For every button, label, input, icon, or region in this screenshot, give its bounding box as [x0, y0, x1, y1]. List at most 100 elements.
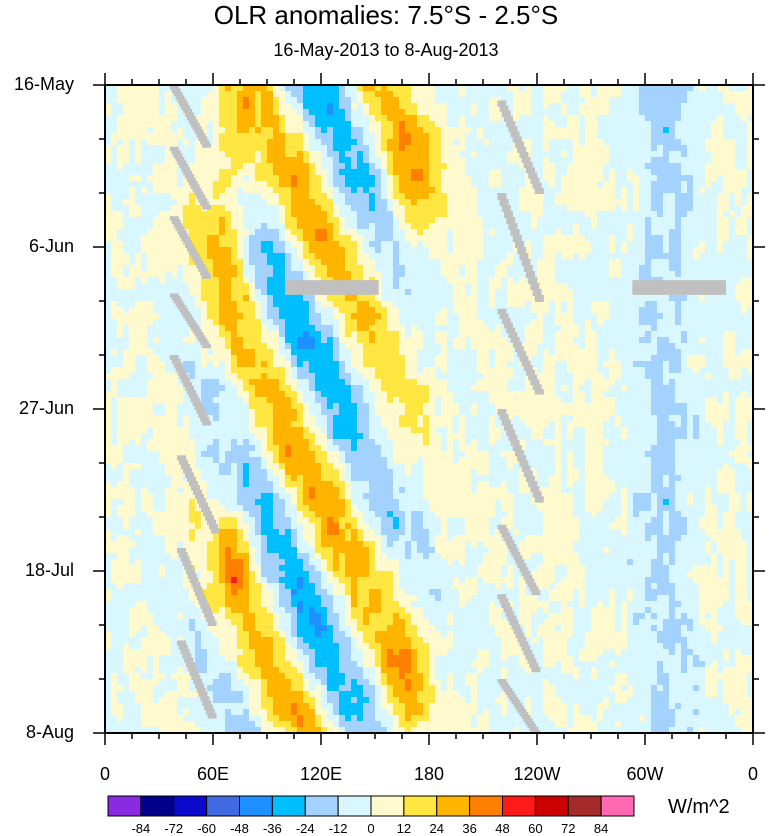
field-cell: [225, 145, 232, 152]
field-cell: [231, 91, 238, 98]
field-cell: [465, 91, 472, 98]
field-cell: [105, 229, 112, 236]
field-cell: [501, 271, 508, 278]
field-cell: [279, 301, 286, 308]
field-cell: [477, 187, 484, 194]
field-cell: [147, 169, 154, 176]
field-cell: [603, 187, 610, 194]
field-cell: [585, 139, 592, 146]
field-cell: [165, 193, 172, 200]
field-cell: [267, 169, 274, 176]
field-cell: [207, 193, 214, 200]
field-cell: [495, 241, 502, 248]
field-cell: [531, 295, 538, 302]
field-cell: [129, 289, 136, 296]
field-cell: [141, 229, 148, 236]
field-cell: [657, 157, 664, 164]
field-cell: [477, 217, 484, 224]
field-cell: [117, 85, 124, 92]
field-cell: [597, 301, 604, 308]
field-cell: [213, 337, 220, 344]
field-cell: [435, 109, 442, 116]
field-cell: [291, 343, 298, 350]
field-cell: [651, 325, 658, 332]
field-cell: [381, 301, 388, 308]
field-cell: [435, 187, 442, 194]
field-cell: [441, 295, 448, 302]
field-cell: [615, 283, 622, 290]
field-cell: [501, 121, 508, 128]
field-cell: [711, 103, 718, 110]
field-cell: [567, 127, 574, 134]
field-cell: [543, 247, 550, 254]
field-cell: [477, 271, 484, 278]
field-cell: [369, 343, 376, 350]
field-cell: [321, 355, 328, 362]
field-cell: [645, 211, 652, 218]
field-cell: [171, 277, 178, 284]
field-cell: [441, 271, 448, 278]
field-cell: [645, 307, 652, 314]
field-cell: [411, 223, 418, 230]
field-cell: [603, 307, 610, 314]
field-cell: [417, 115, 424, 122]
field-cell: [471, 199, 478, 206]
field-cell: [441, 265, 448, 272]
field-cell: [201, 331, 208, 338]
field-cell: [207, 289, 214, 296]
field-cell: [393, 271, 400, 278]
field-cell: [153, 349, 160, 356]
field-cell: [639, 109, 646, 116]
field-cell: [165, 289, 172, 296]
field-cell: [603, 259, 610, 266]
field-cell: [201, 289, 208, 296]
field-cell: [267, 133, 274, 140]
field-cell: [345, 271, 352, 278]
field-cell: [615, 295, 622, 302]
field-cell: [615, 181, 622, 188]
field-cell: [147, 241, 154, 248]
field-cell: [399, 115, 406, 122]
field-cell: [483, 175, 490, 182]
field-cell: [339, 211, 346, 218]
field-cell: [351, 235, 358, 242]
field-cell: [261, 199, 268, 206]
field-cell: [675, 97, 682, 104]
field-cell: [345, 145, 352, 152]
field-cell: [435, 235, 442, 242]
field-cell: [441, 115, 448, 122]
field-cell: [303, 121, 310, 128]
field-cell: [411, 163, 418, 170]
field-cell: [705, 223, 712, 230]
field-cell: [231, 193, 238, 200]
field-cell: [243, 277, 250, 284]
field-cell: [687, 181, 694, 188]
field-cell: [681, 145, 688, 152]
field-cell: [165, 235, 172, 242]
field-cell: [699, 271, 706, 278]
field-cell: [375, 301, 382, 308]
field-cell: [639, 331, 646, 338]
field-cell: [273, 229, 280, 236]
field-cell: [267, 121, 274, 128]
field-cell: [471, 301, 478, 308]
field-cell: [243, 127, 250, 134]
field-cell: [369, 151, 376, 158]
field-cell: [117, 169, 124, 176]
field-cell: [171, 325, 178, 332]
field-cell: [261, 85, 268, 92]
field-cell: [747, 91, 754, 98]
field-cell: [249, 241, 256, 248]
field-cell: [519, 103, 526, 110]
field-cell: [315, 325, 322, 332]
field-cell: [621, 175, 628, 182]
field-cell: [405, 247, 412, 254]
field-cell: [609, 319, 616, 326]
field-cell: [255, 163, 262, 170]
field-cell: [171, 235, 178, 242]
field-cell: [279, 289, 286, 296]
field-cell: [735, 127, 742, 134]
field-cell: [153, 121, 160, 128]
field-cell: [681, 175, 688, 182]
field-cell: [345, 241, 352, 248]
